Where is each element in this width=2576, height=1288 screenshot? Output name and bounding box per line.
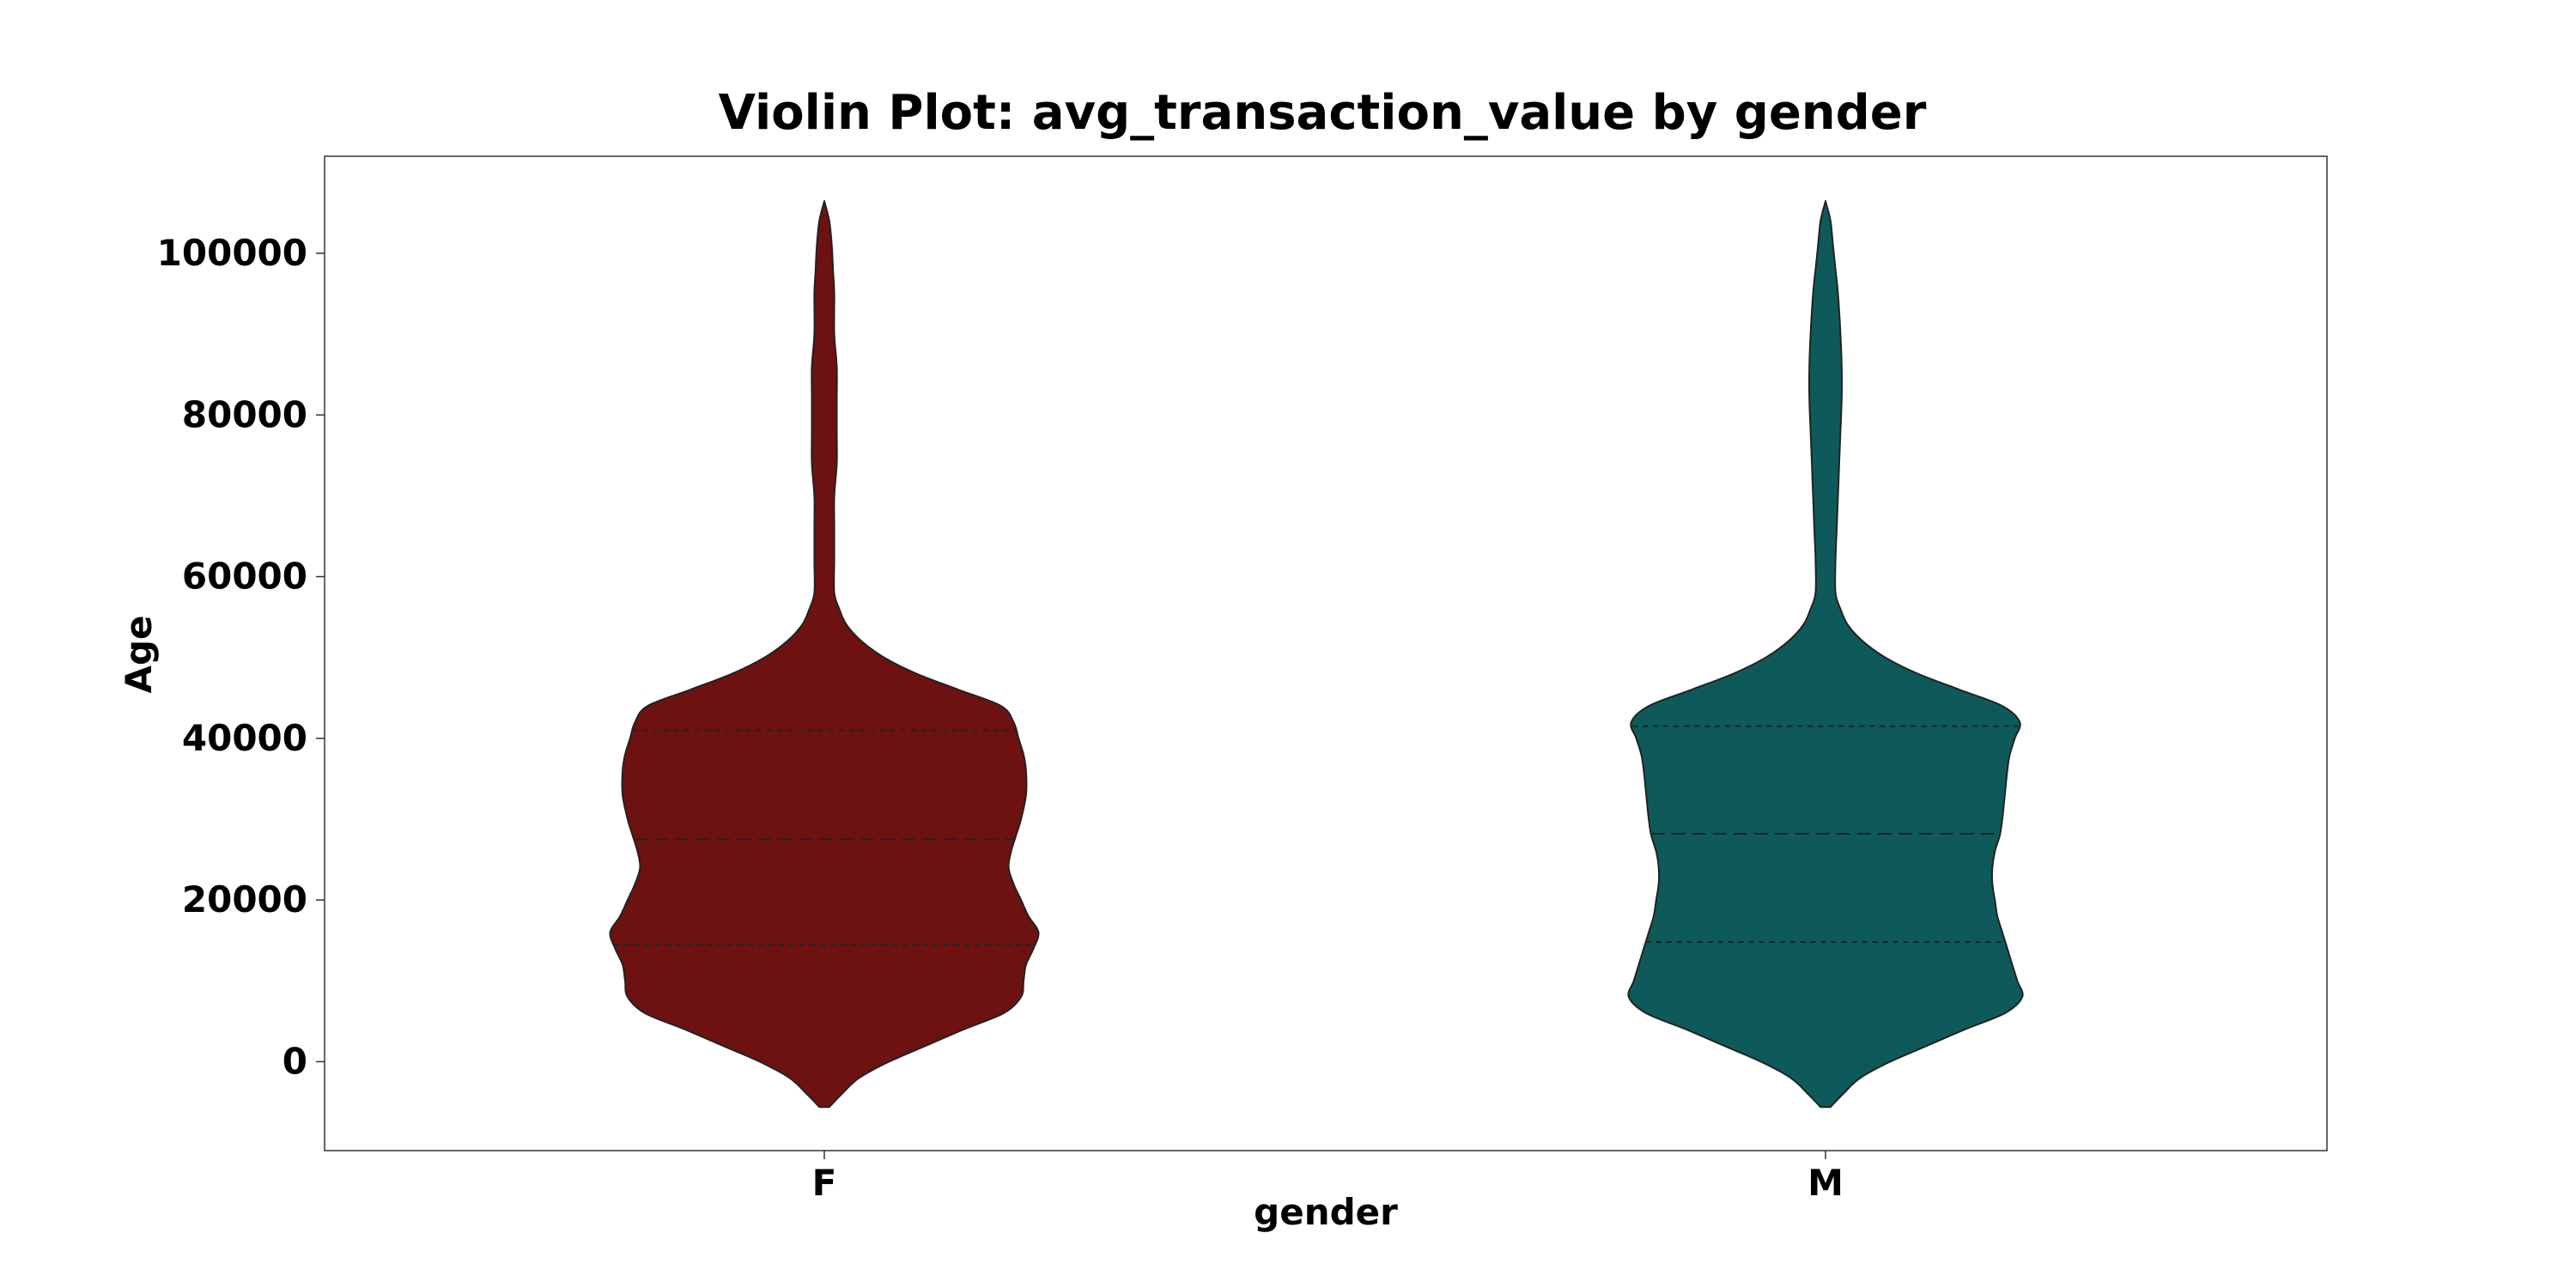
violin-body-F [609,200,1040,1109]
y-tick-label: 80000 [182,393,307,435]
violin-F [609,200,1040,1109]
y-tick-label: 20000 [182,878,307,920]
y-axis: 0 20000 40000 60000 80000 100000 [157,232,325,1082]
y-tick-label: 0 [283,1040,307,1082]
y-tick-label: 100000 [157,232,307,274]
y-tick-label: 60000 [182,556,307,598]
y-tick-label: 40000 [182,717,307,759]
plot-area [609,200,2024,1109]
x-tick-label-M: M [1807,1162,1844,1204]
x-tick-label-F: F [812,1162,837,1204]
violin-M [1627,200,2024,1109]
y-axis-label: Age [118,615,160,693]
chart-title: Violin Plot: avg_transaction_value by ge… [719,85,1927,141]
plot-frame [324,155,2328,1151]
violin-body-M [1627,200,2024,1109]
x-axis-label: gender [1254,1191,1398,1233]
